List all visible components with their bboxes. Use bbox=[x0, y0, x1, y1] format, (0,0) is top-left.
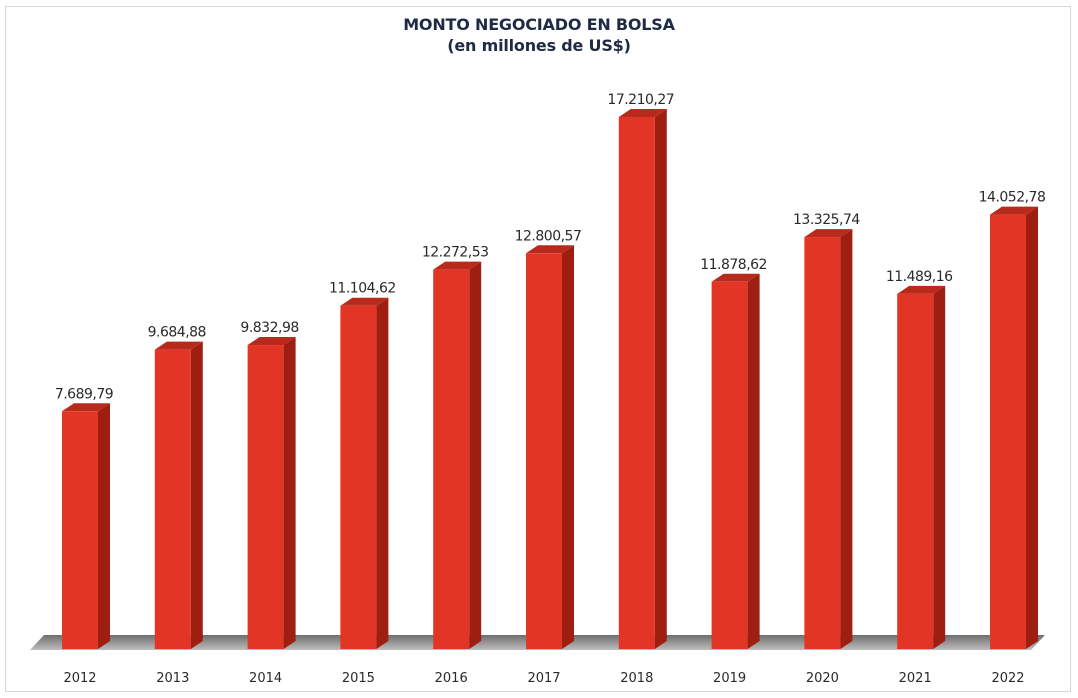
x-tick-2019: 2019 bbox=[713, 671, 746, 686]
x-tick-2013: 2013 bbox=[156, 671, 189, 686]
bar-2019 bbox=[711, 281, 748, 649]
bar-top-2022 bbox=[990, 206, 1038, 215]
value-label-2020: 13.325,74 bbox=[793, 212, 860, 228]
bar-top-2019 bbox=[711, 273, 760, 282]
bar-side-2016 bbox=[469, 261, 482, 649]
value-label-2014: 9.832,98 bbox=[240, 320, 298, 336]
x-tick-2012: 2012 bbox=[63, 671, 96, 686]
value-label-2016: 12.272,53 bbox=[422, 245, 489, 261]
value-label-2012: 7.689,79 bbox=[55, 386, 113, 402]
bar-side-2015 bbox=[376, 297, 389, 649]
x-axis-ticks: 2012 2013 2014 2015 2016 2017 2018 2019 2020 2021… bbox=[63, 671, 1024, 686]
value-label-2022: 14.052,78 bbox=[979, 190, 1046, 206]
x-tick-2016: 2016 bbox=[435, 671, 468, 686]
value-label-2019: 11.878,62 bbox=[700, 257, 767, 273]
value-label-2013: 9.684,88 bbox=[148, 325, 206, 341]
bar-side-2014 bbox=[283, 337, 296, 649]
bar-2020 bbox=[804, 237, 841, 650]
bar-side-2021 bbox=[933, 285, 946, 649]
x-tick-2014: 2014 bbox=[249, 671, 282, 686]
x-tick-2022: 2022 bbox=[991, 671, 1024, 686]
chart-title-block: MONTO NEGOCIADO EN BOLSA (en millones de… bbox=[0, 14, 1078, 56]
bar-top-2014 bbox=[247, 337, 296, 346]
bar-side-2020 bbox=[840, 229, 853, 650]
bar-2022 bbox=[990, 214, 1026, 649]
bar-2013 bbox=[154, 349, 191, 649]
bar-side-2022 bbox=[1026, 206, 1038, 649]
bar-2018 bbox=[618, 117, 655, 649]
bar-top-2018 bbox=[618, 109, 667, 117]
bar-top-2020 bbox=[804, 229, 853, 238]
bar-top-2021 bbox=[897, 285, 946, 294]
value-label-2021: 11.489,16 bbox=[886, 269, 953, 285]
bar-2014 bbox=[247, 345, 284, 649]
x-tick-2021: 2021 bbox=[899, 671, 932, 686]
value-label-2018: 17.210,27 bbox=[607, 92, 674, 108]
bar-top-2016 bbox=[433, 261, 482, 270]
bar-2021 bbox=[897, 293, 934, 649]
x-tick-2015: 2015 bbox=[342, 671, 375, 686]
bar-side-2017 bbox=[562, 245, 574, 650]
bar-top-2012 bbox=[62, 403, 110, 412]
bar-2016 bbox=[433, 269, 470, 649]
bar-side-2018 bbox=[654, 109, 667, 649]
value-label-2017: 12.800,57 bbox=[515, 228, 582, 244]
bar-2017 bbox=[526, 253, 562, 650]
x-tick-2018: 2018 bbox=[620, 671, 653, 686]
chart-title: MONTO NEGOCIADO EN BOLSA bbox=[403, 15, 675, 34]
x-tick-2020: 2020 bbox=[806, 671, 839, 686]
bar-2015 bbox=[340, 305, 377, 649]
bars-group bbox=[62, 109, 1038, 650]
bar-top-2013 bbox=[154, 341, 203, 350]
bar-2012 bbox=[62, 411, 98, 649]
chart-subtitle: (en millones de US$) bbox=[447, 36, 631, 55]
value-labels-group: 7.689,79 9.684,88 9.832,98 11.104,62 12.272,… bbox=[55, 92, 1046, 402]
bar-top-2017 bbox=[526, 245, 574, 254]
value-label-2015: 11.104,62 bbox=[329, 281, 396, 297]
x-tick-2017: 2017 bbox=[527, 671, 560, 686]
bar-side-2012 bbox=[98, 403, 110, 649]
bar-top-2015 bbox=[340, 297, 389, 306]
bar-side-2019 bbox=[747, 273, 760, 649]
bar-side-2013 bbox=[190, 341, 203, 649]
